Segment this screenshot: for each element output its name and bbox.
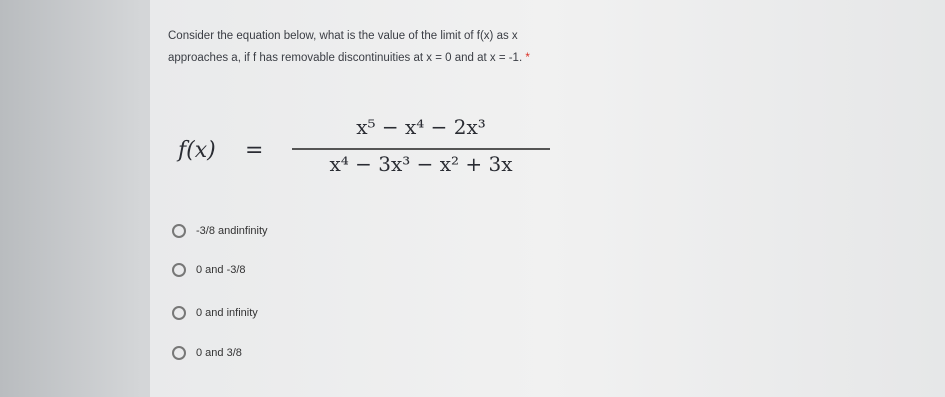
radio-button[interactable]	[172, 346, 186, 360]
option[interactable]: 0 and 3/8	[172, 343, 242, 363]
option[interactable]: 0 and infinity	[172, 303, 258, 323]
option-label[interactable]: -3/8 andinfinity	[196, 225, 268, 237]
question-text: approaches a, if f has removable discont…	[168, 52, 523, 64]
question-card: Consider the equation below, what is the…	[150, 0, 945, 397]
required-marker: *	[525, 52, 530, 64]
question-text: Consider the equation below, what is the…	[168, 30, 518, 42]
question-line: approaches a, if f has removable discont…	[168, 52, 530, 64]
radio-button[interactable]	[172, 263, 186, 277]
question-line: Consider the equation below, what is the…	[168, 30, 518, 42]
formula-lhs: f(x)	[178, 138, 216, 163]
option-label[interactable]: 0 and 3/8	[196, 347, 242, 359]
fraction-line	[292, 148, 550, 150]
radio-button[interactable]	[172, 224, 186, 238]
formula-numerator: x⁵ − x⁴ − 2x³	[356, 115, 486, 139]
formula-denominator: x⁴ − 3x³ − x² + 3x	[329, 152, 513, 176]
formula-equals: =	[245, 138, 264, 163]
option[interactable]: -3/8 andinfinity	[172, 221, 268, 241]
option-label[interactable]: 0 and infinity	[196, 307, 258, 319]
option-label[interactable]: 0 and -3/8	[196, 264, 246, 276]
radio-button[interactable]	[172, 306, 186, 320]
option[interactable]: 0 and -3/8	[172, 260, 246, 280]
